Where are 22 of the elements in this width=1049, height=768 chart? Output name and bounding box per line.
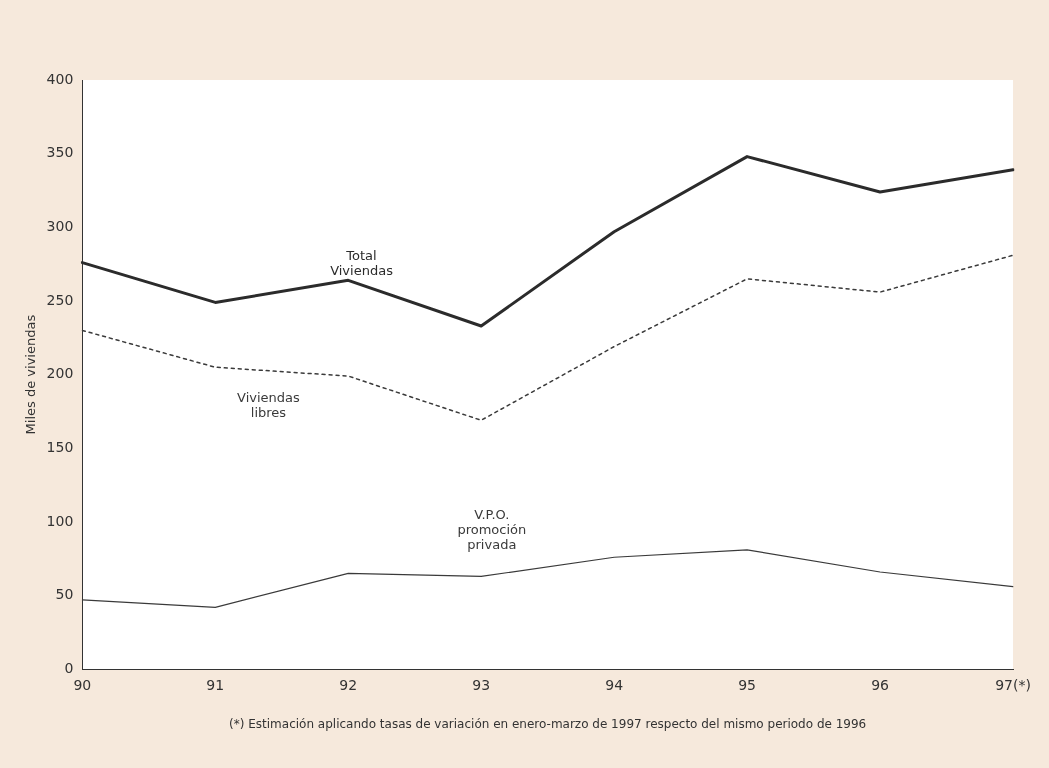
x-tick-label: 95 [738,677,757,694]
y-tick-label: 300 [46,217,74,234]
text: (*) Estimación aplicando tasas de variación en enero-marzo de 1997 respecto del mismo periodo de 1996 [229,717,867,732]
y-tick-label: 0 [64,659,74,676]
x-tick-label: 90 [73,677,92,694]
x-tick-label: 94 [605,677,624,694]
x-tick-label: 91 [206,677,225,694]
x-tick-label: 92 [339,677,358,694]
x-tick-label: 93 [472,677,491,694]
x-tick-label: 96 [871,677,890,694]
series-label: Viviendas libres [237,389,301,420]
y-tick-label: 50 [55,586,74,603]
y-tick-label: 350 [46,144,74,161]
y-tick-label: 100 [46,512,74,529]
y-tick-label: 150 [46,438,74,455]
x-tick-label: 97(*) [995,677,1031,694]
series-label: V.P.O. promoción privada [457,507,527,553]
series-label: Total Viviendas [330,248,394,279]
y-tick-label: 200 [46,365,74,382]
y-tick-label: 250 [46,291,74,308]
y-axis-title: Miles de viviendas [23,314,39,435]
y-tick-label: 400 [46,70,74,87]
